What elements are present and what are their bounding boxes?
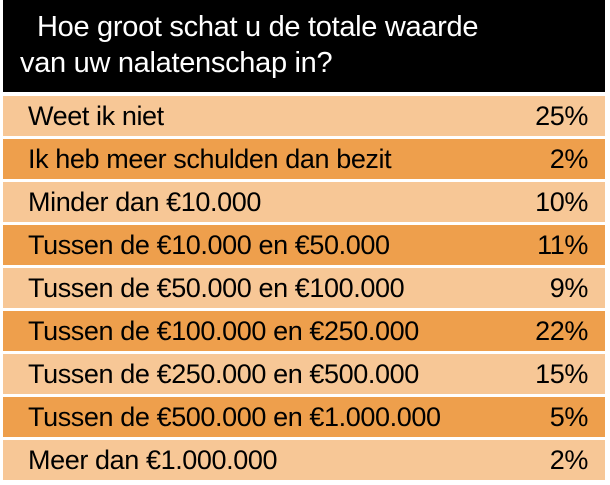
- row-value: 25%: [535, 101, 588, 131]
- row-value: 10%: [535, 187, 588, 217]
- row-label: Meer dan €1.000.000: [28, 445, 278, 475]
- title-line-1: Hoe groot schat u de totale waarde: [37, 11, 479, 43]
- row-value: 5%: [549, 402, 589, 432]
- row-value: 9%: [549, 273, 589, 303]
- table-rows: Weet ik niet 25% Ik heb meer schulden dan …: [3, 96, 605, 483]
- row-value: 11%: [537, 230, 588, 260]
- table-header: Hoe groot schat u de totale waarde van u…: [3, 0, 605, 92]
- row-value: 22%: [535, 316, 588, 346]
- table-row: Tussen de €10.000 en €50.000 11%: [3, 225, 605, 265]
- table-row: Ik heb meer schulden dan bezit 2%: [3, 139, 605, 179]
- table-row: Tussen de €100.000 en €250.000 22%: [3, 311, 605, 351]
- row-label: Tussen de €100.000 en €250.000: [28, 316, 419, 346]
- title-line-2: van uw nalatenschap in?: [20, 47, 333, 79]
- row-value: 2%: [549, 144, 589, 174]
- row-label: Tussen de €500.000 en €1.000.000: [28, 402, 441, 432]
- table-row: Weet ik niet 25%: [3, 96, 605, 136]
- row-label: Tussen de €250.000 en €500.000: [28, 359, 419, 389]
- row-label: Weet ik niet: [28, 101, 164, 131]
- row-label: Tussen de €10.000 en €50.000: [28, 230, 390, 260]
- row-label: Ik heb meer schulden dan bezit: [28, 144, 392, 174]
- row-label: Tussen de €50.000 en €100.000: [28, 273, 405, 303]
- table-row: Tussen de €500.000 en €1.000.000 5%: [3, 397, 605, 437]
- table-row: Tussen de €250.000 en €500.000 15%: [3, 354, 605, 394]
- row-value: 15%: [535, 359, 588, 389]
- table-row: Tussen de €50.000 en €100.000 9%: [3, 268, 605, 308]
- table-row: Meer dan €1.000.000 2%: [3, 440, 605, 480]
- table-row: Minder dan €10.000 10%: [3, 182, 605, 222]
- row-value: 2%: [549, 445, 589, 475]
- row-label: Minder dan €10.000: [28, 187, 261, 217]
